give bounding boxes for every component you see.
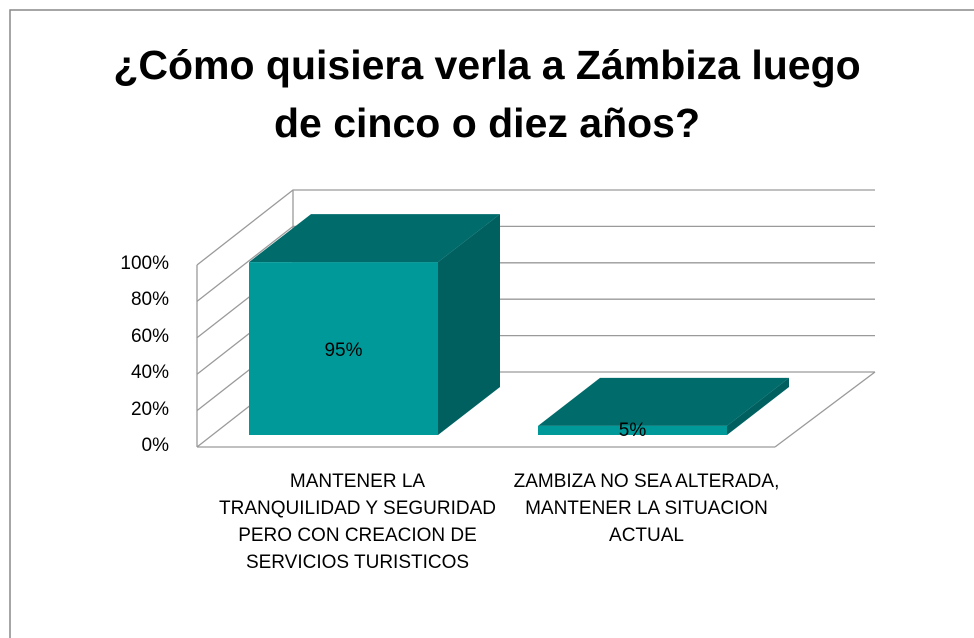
y-tick-label: 80%: [130, 289, 169, 311]
bar-face: [538, 425, 727, 435]
y-tick-label: 60%: [130, 325, 169, 347]
x-tick-label: ZAMBIZA NO SEA ALTERADA, MANTENER LA SIT…: [513, 471, 780, 546]
bar: [249, 214, 500, 435]
data-label: 5%: [618, 420, 647, 441]
bar-face: [727, 377, 789, 435]
bar-face: [538, 377, 789, 426]
bar-face: [249, 262, 438, 435]
data-label: 95%: [324, 340, 363, 361]
y-tick-label: 20%: [130, 398, 169, 420]
y-tick-label: 0%: [141, 435, 169, 456]
y-tick-label: 100%: [120, 253, 169, 274]
bar-face: [249, 214, 500, 263]
bar: [538, 377, 789, 435]
chart-title: ¿Cómo quisiera verla a Zámbiza luego de …: [113, 42, 861, 146]
axis-line: [774, 371, 876, 448]
grid-line: [196, 225, 875, 302]
bar-face: [438, 214, 500, 435]
grid-line: [196, 189, 875, 266]
chart-border: [9, 9, 974, 638]
y-tick-label: 40%: [130, 362, 169, 384]
x-tick-label: MANTENER LA TRANQUILIDAD Y SEGURIDAD PER…: [219, 471, 496, 573]
